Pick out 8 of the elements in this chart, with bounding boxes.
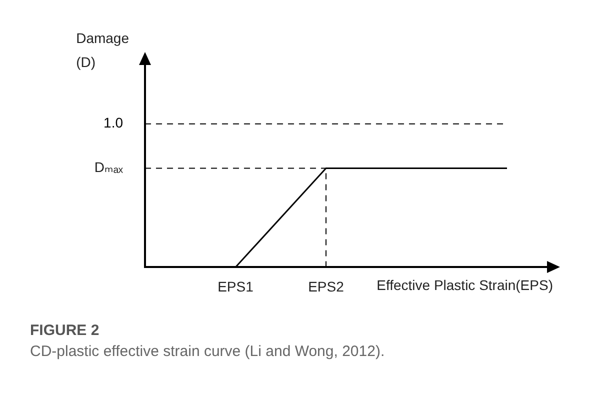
ref-line-label: Dₘₐₓ [94, 159, 124, 176]
series-label: 1.0 [104, 114, 124, 131]
text: FIGURE 2 [30, 322, 100, 339]
y-axis-title: Damage (D) [76, 29, 129, 72]
text: CD-plastic effective strain curve (Li and Wong, 2012). [30, 343, 386, 360]
x-tick-label: EPS1 [218, 278, 254, 294]
x-tick-label: EPS2 [308, 278, 344, 294]
x-axis-title: Effective Plastic Strain(EPS) [376, 277, 553, 294]
